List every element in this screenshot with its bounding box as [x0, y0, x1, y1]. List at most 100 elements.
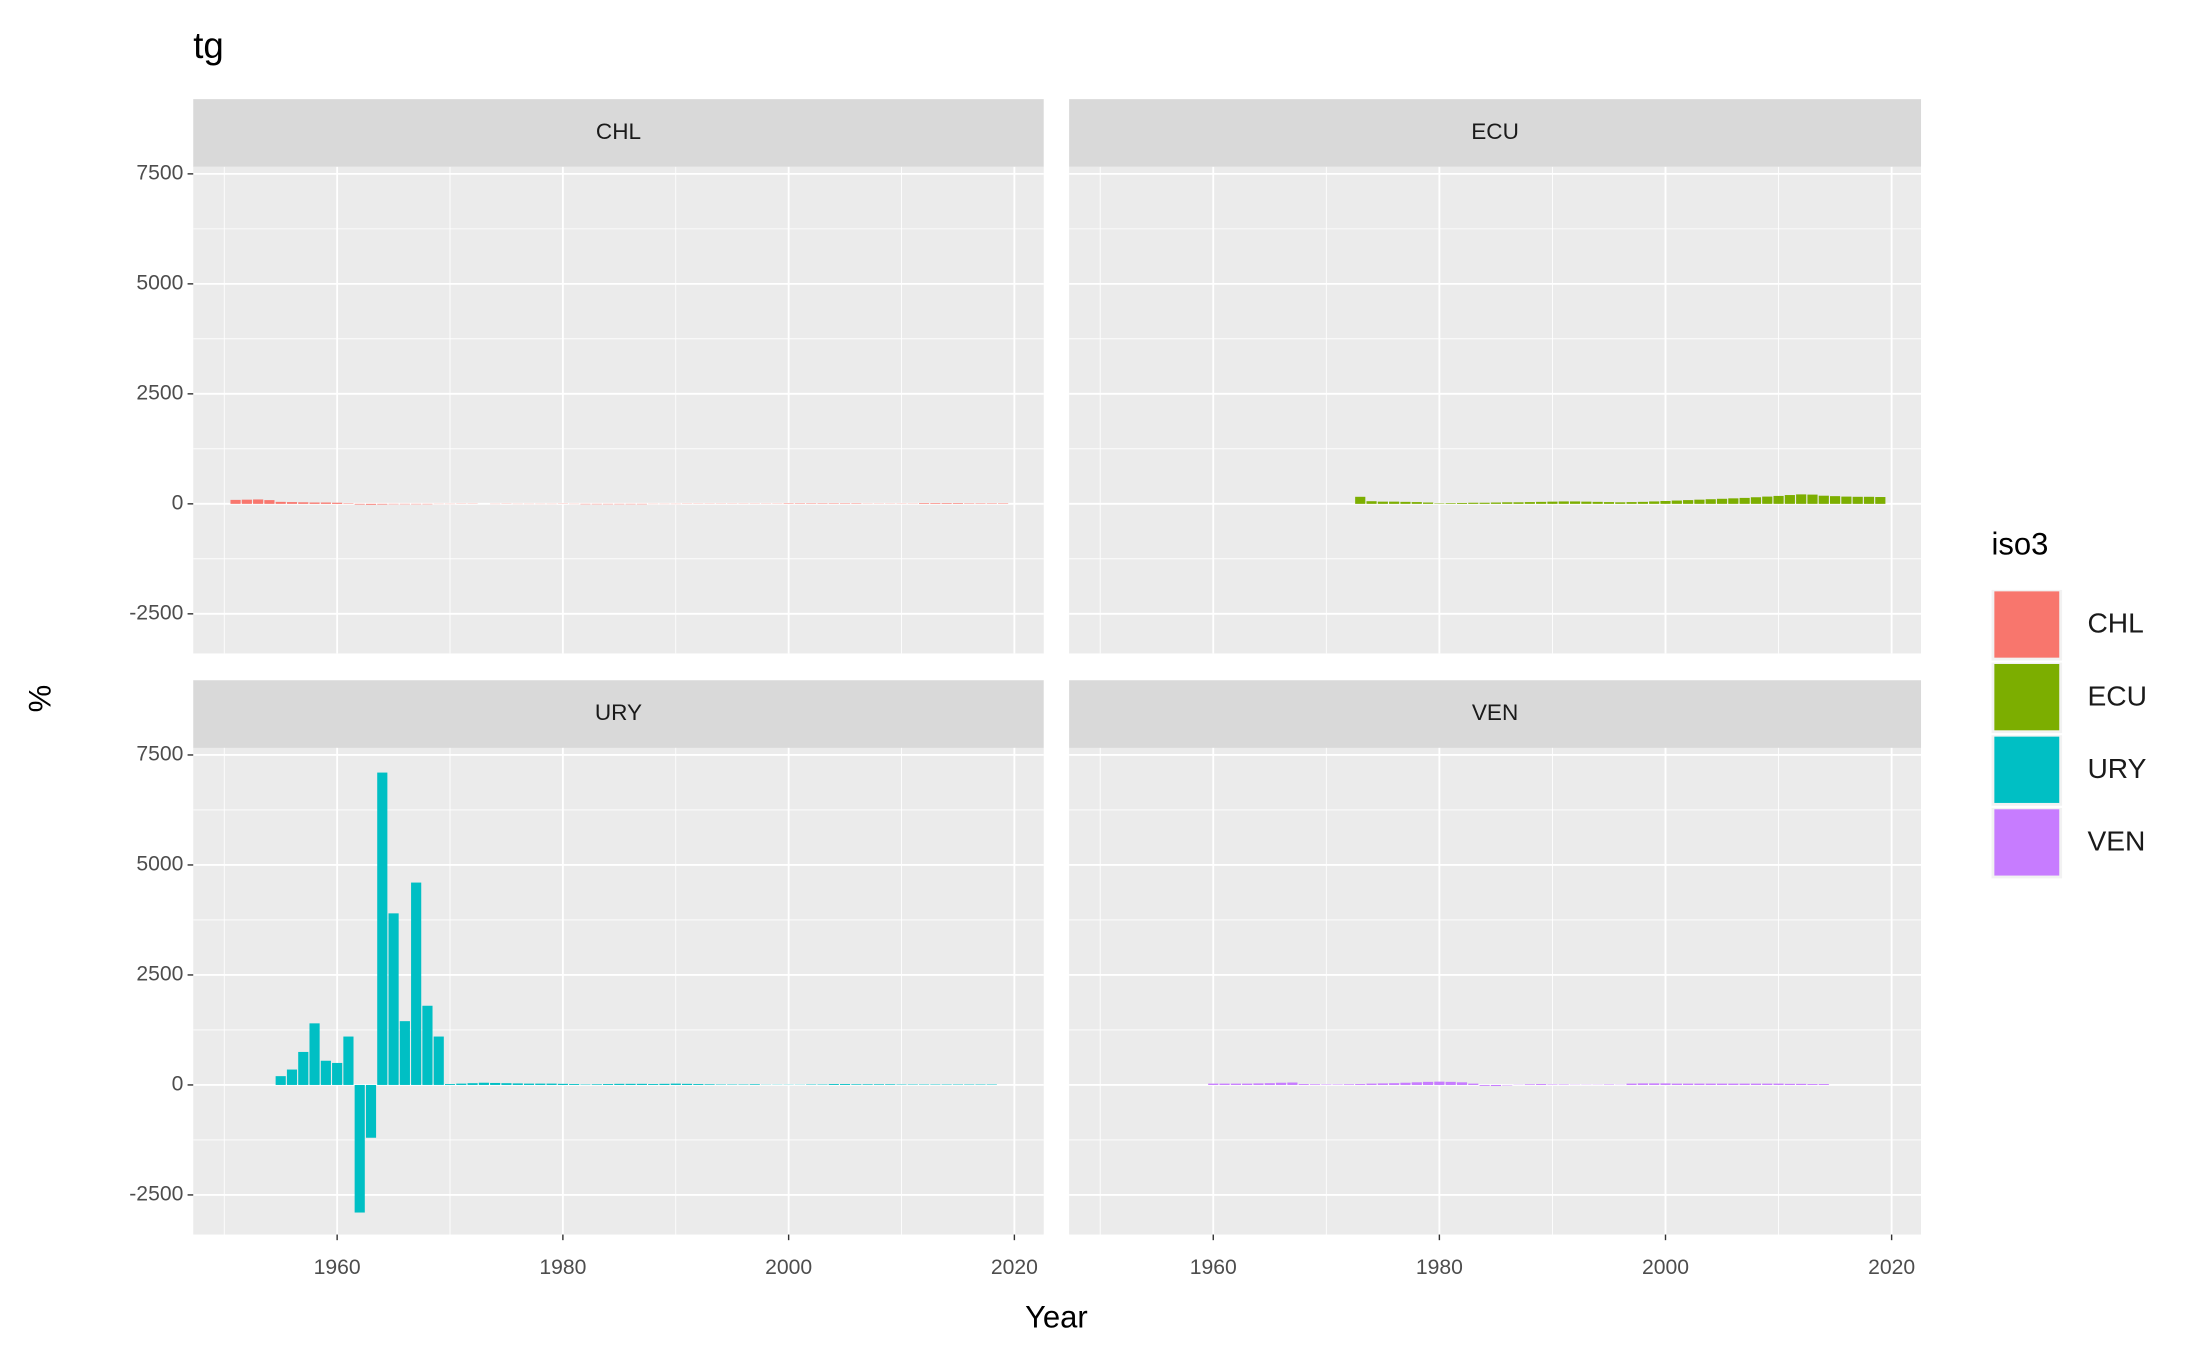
bar	[286, 502, 298, 504]
bar	[1490, 502, 1502, 504]
bar	[1411, 1082, 1422, 1085]
bar	[1739, 497, 1750, 504]
bar	[286, 1069, 298, 1085]
bar	[930, 503, 941, 504]
bar	[1762, 1083, 1773, 1085]
bar	[1389, 501, 1400, 504]
bar	[1242, 1083, 1253, 1085]
bar	[839, 1084, 851, 1085]
bar	[693, 1084, 704, 1085]
bar	[1671, 500, 1682, 504]
legend-swatch	[1994, 809, 2060, 876]
bar	[1660, 1083, 1671, 1085]
bar	[298, 1051, 309, 1085]
strip	[193, 99, 1044, 167]
bar	[1705, 1083, 1716, 1085]
bar	[1716, 498, 1728, 504]
y-tick-label: 2500	[136, 963, 183, 986]
bar	[1219, 1083, 1230, 1085]
legend-swatch	[1994, 736, 2060, 803]
bar	[241, 499, 252, 504]
bar	[1796, 1083, 1807, 1085]
bar	[1728, 498, 1739, 504]
bar	[1468, 1083, 1479, 1085]
y-axis-title: %	[23, 685, 58, 713]
bar	[253, 499, 264, 504]
bar	[490, 1082, 501, 1085]
bar	[230, 499, 241, 504]
y-tick-label: 0	[172, 491, 184, 514]
bar	[535, 1083, 546, 1085]
y-tick-label: 5000	[136, 271, 183, 294]
bar	[1683, 500, 1694, 504]
bar	[1253, 1083, 1264, 1085]
y-tick-label: 5000	[136, 853, 183, 876]
bar	[1298, 1084, 1309, 1085]
bar	[1694, 1083, 1705, 1085]
bar	[1739, 1083, 1750, 1085]
bar	[569, 1084, 580, 1085]
legend-label: VEN	[2087, 825, 2145, 857]
bar	[467, 1083, 478, 1085]
bar	[332, 1062, 343, 1085]
bar	[1343, 1084, 1355, 1085]
bar	[1377, 501, 1388, 504]
x-tick-label: 1960	[1190, 1256, 1237, 1279]
y-tick-label: -2500	[129, 1183, 183, 1206]
strip-label: URY	[595, 700, 642, 725]
bar	[885, 1084, 896, 1085]
bar	[591, 1084, 602, 1085]
bar	[1479, 1084, 1490, 1086]
bar	[1807, 1084, 1818, 1085]
bar	[422, 1005, 433, 1085]
bar	[501, 1083, 512, 1085]
bar	[1230, 1083, 1241, 1085]
bar	[1626, 1083, 1637, 1085]
bar	[377, 503, 388, 505]
panel	[193, 747, 1044, 1235]
bar	[309, 1023, 320, 1085]
bar	[1649, 1083, 1660, 1085]
bar	[309, 502, 320, 504]
bar	[614, 1083, 625, 1085]
bar	[1445, 503, 1456, 504]
bar	[343, 1036, 354, 1085]
bar	[264, 500, 275, 504]
x-tick-label: 1980	[539, 1256, 586, 1279]
legend-label: CHL	[2087, 607, 2143, 639]
bar	[1852, 496, 1863, 504]
bar	[456, 1083, 467, 1085]
bar	[1276, 1082, 1287, 1085]
bar	[1830, 496, 1841, 504]
y-tick-label: -2500	[129, 601, 183, 624]
legend-title: iso3	[1992, 526, 2049, 561]
bar	[1569, 501, 1581, 504]
bar	[1807, 494, 1818, 504]
bar	[275, 1076, 286, 1085]
bar	[399, 1021, 410, 1085]
bar	[1468, 502, 1479, 504]
bar	[275, 501, 286, 504]
x-tick-label: 1980	[1416, 1256, 1463, 1279]
bar	[1355, 496, 1366, 504]
legend-swatch	[1994, 664, 2060, 731]
bar	[557, 1083, 568, 1085]
strip	[1069, 99, 1922, 167]
bar	[1649, 501, 1660, 504]
bar	[433, 1036, 444, 1085]
bar	[1818, 1084, 1829, 1085]
bar	[1411, 502, 1422, 504]
bar	[388, 913, 399, 1085]
bar	[1524, 1084, 1535, 1085]
bar	[411, 882, 422, 1085]
bar	[1434, 1081, 1445, 1085]
bar	[1818, 495, 1829, 504]
x-tick-label: 1960	[314, 1256, 361, 1279]
bar	[1841, 496, 1852, 504]
bar	[332, 502, 343, 504]
bar	[377, 772, 388, 1085]
bar	[1637, 501, 1648, 504]
bar	[1366, 1083, 1377, 1085]
bar	[681, 1083, 693, 1085]
